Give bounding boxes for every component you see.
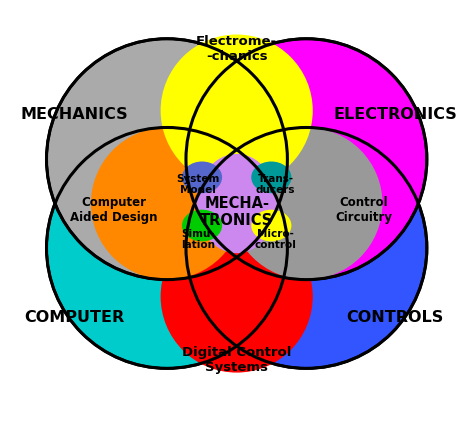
Ellipse shape [182, 162, 222, 193]
Circle shape [161, 34, 313, 187]
Ellipse shape [251, 162, 292, 193]
Ellipse shape [251, 210, 292, 241]
Text: Trans-
ducers: Trans- ducers [256, 174, 295, 195]
Text: Electrome-
-chanics: Electrome- -chanics [196, 35, 277, 63]
Circle shape [230, 128, 383, 279]
Circle shape [91, 128, 243, 279]
Text: MECHA-
TRONICS: MECHA- TRONICS [200, 196, 273, 228]
Text: CONTROLS: CONTROLS [346, 310, 444, 325]
Text: Computer
Aided Design: Computer Aided Design [70, 196, 158, 224]
Text: MECHANICS: MECHANICS [20, 107, 128, 122]
Ellipse shape [182, 210, 222, 241]
Text: Simu-
lation: Simu- lation [181, 229, 215, 250]
Text: Digital Control
Systems: Digital Control Systems [182, 346, 292, 374]
Text: COMPUTER: COMPUTER [24, 310, 124, 325]
Text: ELECTRONICS: ELECTRONICS [333, 107, 457, 122]
Circle shape [46, 39, 287, 279]
Circle shape [186, 128, 427, 368]
Text: System
Model: System Model [176, 174, 219, 195]
Ellipse shape [197, 154, 277, 253]
Circle shape [161, 220, 313, 373]
Circle shape [186, 39, 427, 279]
Circle shape [46, 128, 287, 368]
Text: Control
Circuitry: Control Circuitry [335, 196, 392, 224]
Text: Micro-
control: Micro- control [255, 229, 297, 250]
